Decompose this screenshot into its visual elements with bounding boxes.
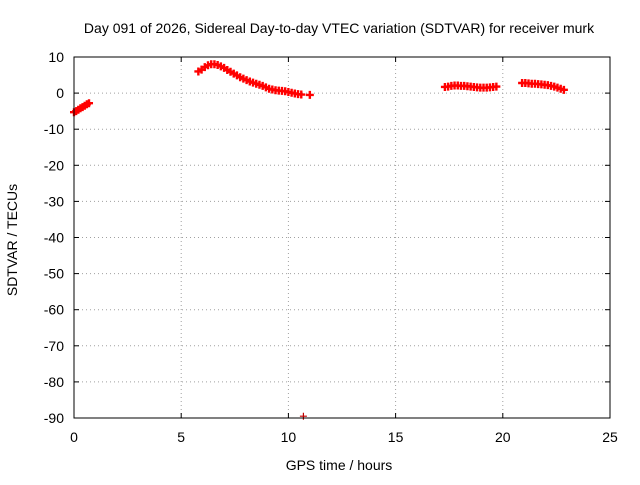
y-tick-label: -30 (44, 193, 64, 209)
axis-layer: 0 5 10 15 20 25 10 0 -10 -20 -30 -40 -50 -60 -70 -80 -90 (44, 49, 618, 445)
grid-layer (74, 57, 610, 418)
x-tick-label: 0 (70, 429, 78, 445)
x-tick-label: 25 (602, 429, 618, 445)
y-tick-label: -70 (44, 338, 64, 354)
y-axis-label: SDTVAR / TECUs (4, 184, 20, 296)
x-tick-label: 5 (177, 429, 185, 445)
y-tick-label: -40 (44, 230, 64, 246)
y-tick-label: -50 (44, 266, 64, 282)
data-point (305, 90, 314, 99)
data-point (299, 412, 307, 420)
y-tick-label: -90 (44, 410, 64, 426)
y-tick-label: -80 (44, 374, 64, 390)
x-axis-label: GPS time / hours (286, 457, 393, 473)
plot-frame (73, 56, 611, 419)
data-point (559, 85, 568, 94)
x-tick-label: 15 (388, 429, 404, 445)
outlier-series (299, 412, 307, 420)
x-tick-label: 20 (495, 429, 511, 445)
data-point (85, 99, 94, 108)
y-tick-label: 0 (56, 85, 64, 101)
mark-layer (70, 60, 568, 420)
chart-title: Day 091 of 2026, Sidereal Day-to-day VTE… (84, 20, 595, 36)
y-tick-label: -10 (44, 121, 64, 137)
sdtvar-series (70, 60, 568, 117)
data-point (492, 82, 501, 91)
data-point (297, 90, 306, 99)
x-tick-label: 10 (281, 429, 297, 445)
y-tick-label: -20 (44, 157, 64, 173)
y-tick-label: 10 (48, 49, 64, 65)
y-tick-label: -60 (44, 302, 64, 318)
